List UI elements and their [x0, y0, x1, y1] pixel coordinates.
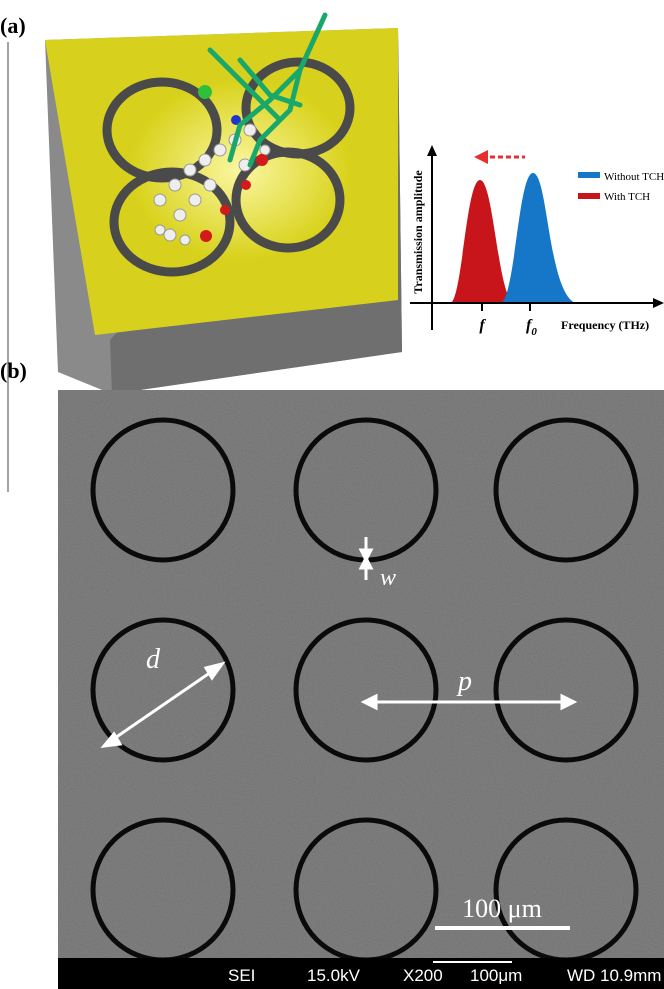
- info-text: SEI: [228, 966, 255, 985]
- tick-label: f: [479, 317, 486, 334]
- x-axis-label: Frequency (THz): [561, 318, 649, 332]
- info-text: X200: [403, 966, 443, 985]
- d-label: d: [146, 644, 161, 675]
- info-text: 15.0kV: [307, 966, 361, 985]
- info-text: WD 10.9mm: [567, 966, 661, 985]
- panel-label: (b): [0, 358, 27, 383]
- tick-label: f0: [526, 317, 537, 338]
- w-label: w: [380, 565, 396, 591]
- y-axis-label: Transmission amplitude: [411, 170, 425, 294]
- legend-label: With TCH: [604, 191, 650, 203]
- panel-label: (a): [0, 13, 26, 38]
- legend-label: Without TCH: [604, 171, 664, 183]
- metasurface-illustration: [45, 15, 402, 394]
- scale-bar-label: 100 μm: [462, 894, 542, 923]
- p-label: p: [456, 666, 472, 697]
- sem-image: [58, 390, 664, 989]
- info-text: 100μm: [470, 966, 522, 985]
- tick-sub: 0: [531, 326, 537, 338]
- figure: (a): [0, 0, 664, 989]
